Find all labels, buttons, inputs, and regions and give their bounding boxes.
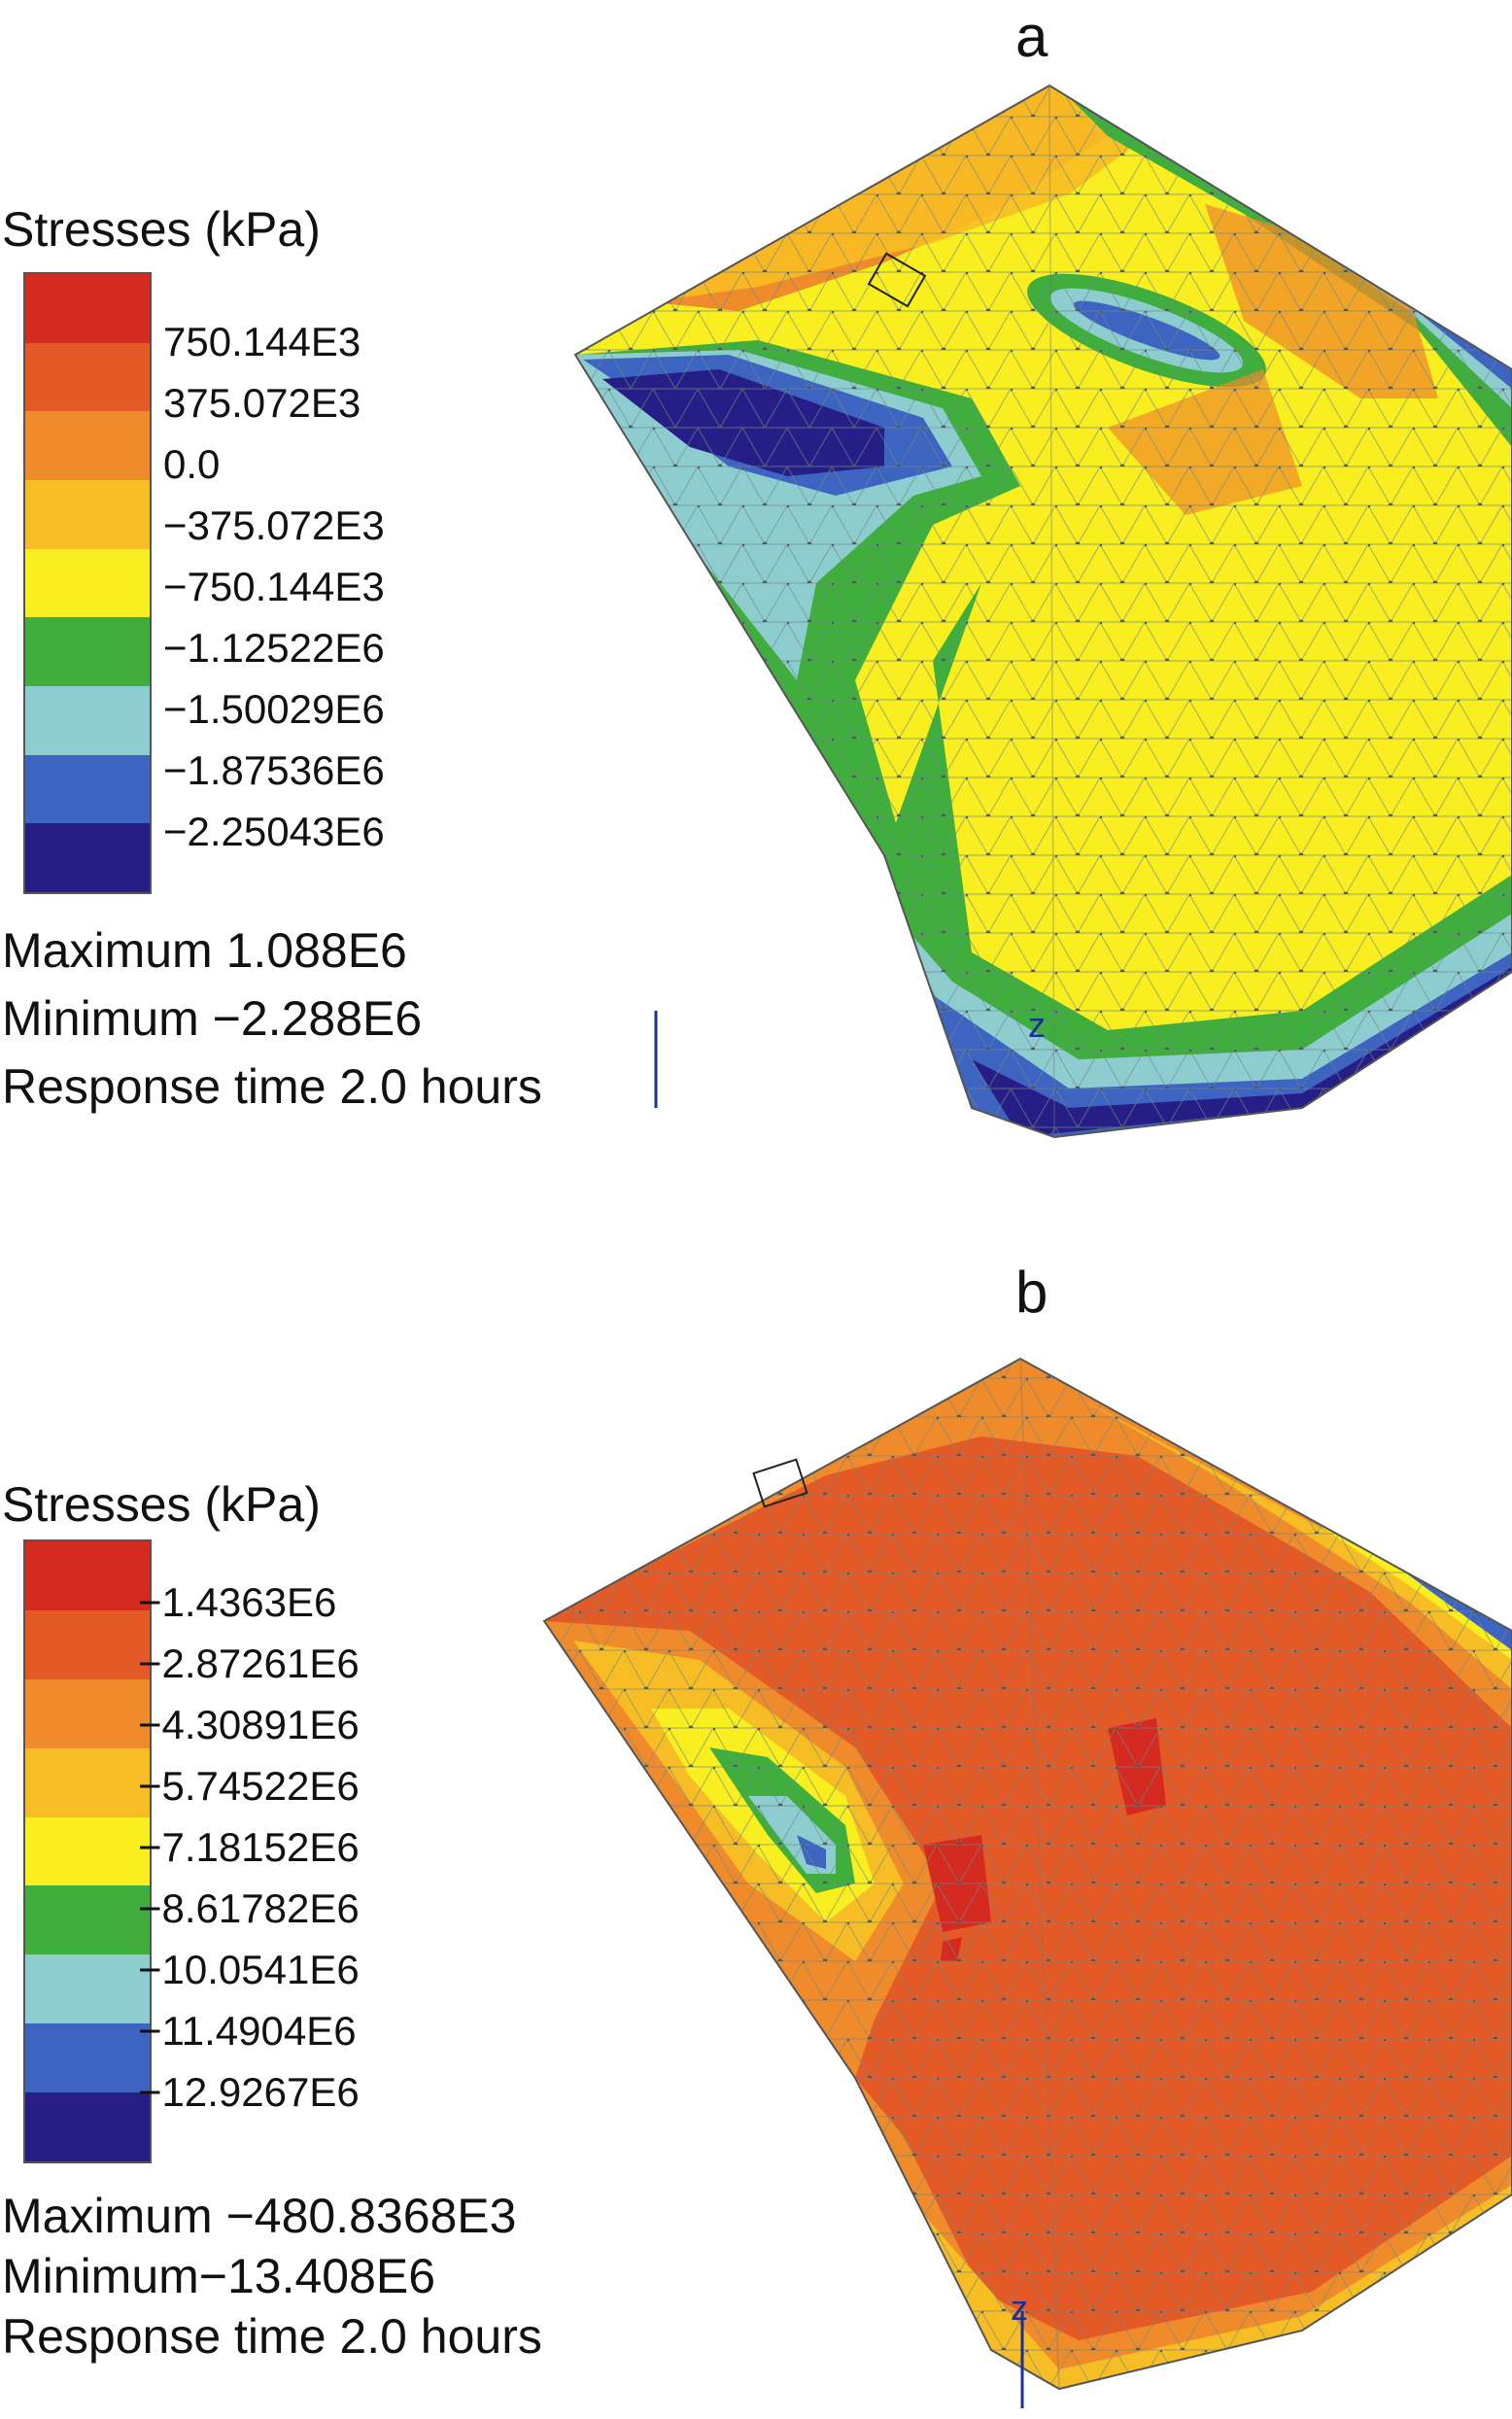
color-scale-bar-a [23,272,152,894]
legend-label: −375.072E3 [163,502,385,548]
color-band [25,1747,150,1817]
color-band [25,1678,150,1748]
legend-label: −1.4363E6 [138,1579,337,1625]
legend-label: −12.9267E6 [138,2069,360,2115]
legend-label: −2.25043E6 [163,809,385,854]
legend-label: −1.87536E6 [163,747,385,793]
panel-a: a Stresses (kPa) 750.144E3 375.072E3 0.0… [0,0,1512,1166]
marker-box [867,252,927,308]
maximum-value-a: Maximum 1.088E6 [2,923,407,978]
legend-title-b: Stresses (kPa) [2,1477,321,1532]
color-band [25,1816,150,1886]
legend-label: 0.0 [163,441,221,487]
marker-box [752,1458,808,1508]
color-scale-bar-b [23,1539,152,2163]
z-axis-label-b: z [1011,2288,1028,2328]
legend-label: −10.0541E6 [138,1947,360,1992]
legend-label: −2.87261E6 [138,1641,360,1686]
legend-title-a: Stresses (kPa) [2,202,321,257]
legend-label: −750.144E3 [163,564,385,609]
response-time-a: Response time 2.0 hours [2,1059,542,1114]
stress-contour-plot-a [573,84,1512,1139]
legend-label: −1.12522E6 [163,625,385,671]
panel-letter-b: b [1015,1260,1048,1325]
response-time-b: Response time 2.0 hours [2,2309,542,2364]
color-band [25,479,150,549]
minimum-value-a: Minimum −2.288E6 [2,991,423,1046]
color-band [25,1954,150,2024]
legend-label: 750.144E3 [163,319,361,364]
color-band [25,685,150,755]
color-band [25,1609,150,1679]
color-band [25,2092,150,2161]
color-band [25,411,150,480]
legend-label: −4.30891E6 [138,1702,360,1747]
legend-label: −8.61782E6 [138,1885,360,1931]
stress-contour-plot-b [542,1357,1512,2408]
panel-b: b Stresses (kPa) −1.4363E6 −2.87261E6 −4… [0,1263,1512,2419]
panel-letter-a: a [1015,4,1048,69]
color-band [25,548,150,618]
maximum-value-b: Maximum −480.8368E3 [2,2189,517,2243]
legend-label: −7.18152E6 [138,1824,360,1870]
color-band [25,1541,150,1610]
legend-label: 375.072E3 [163,380,361,426]
color-band [25,274,150,343]
color-band [25,342,150,412]
color-band [25,823,150,892]
legend-label: −5.74522E6 [138,1763,360,1809]
legend-label: −11.4904E6 [138,2008,357,2054]
minimum-value-b: Minimum−13.408E6 [2,2249,436,2303]
z-axis-label-a: z [1028,1005,1046,1045]
color-band [25,2023,150,2092]
color-band [25,617,150,686]
color-band [25,754,150,824]
color-band [25,1885,150,1955]
legend-label: −1.50029E6 [163,686,385,732]
